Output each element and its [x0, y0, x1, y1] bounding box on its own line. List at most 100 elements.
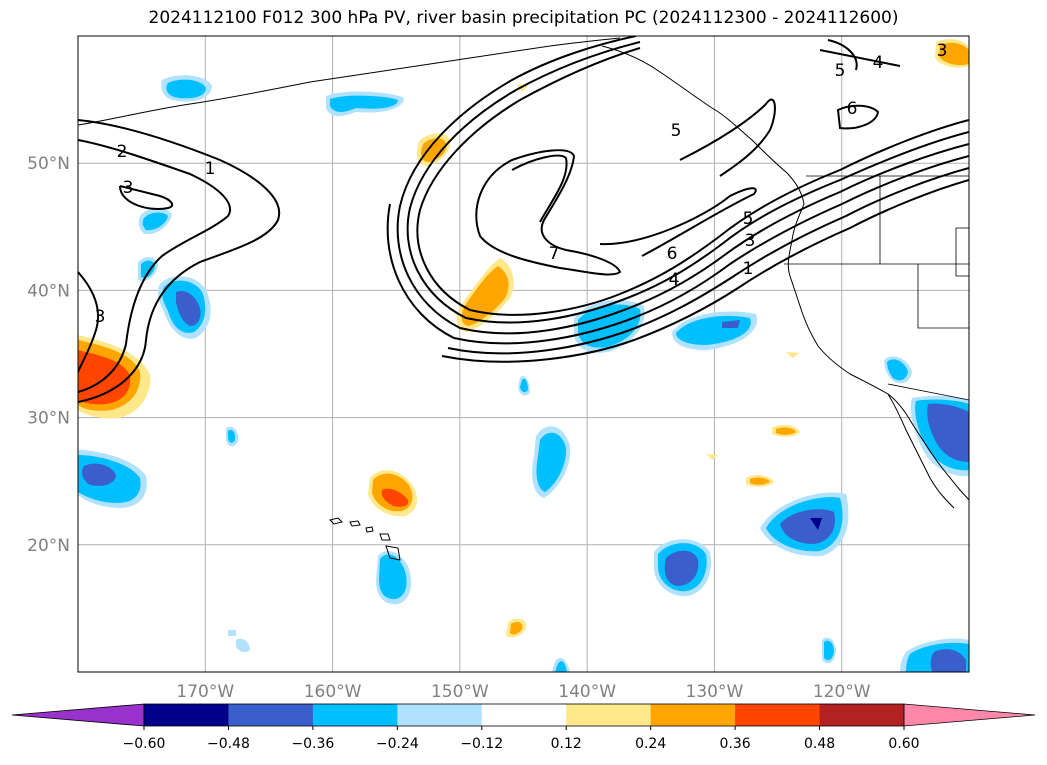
contour-label: 5 — [743, 209, 754, 229]
lon-tick-label: 120°W — [813, 682, 871, 702]
pv-contour — [819, 49, 901, 67]
negative-anomaly-patch — [142, 212, 168, 231]
negative-anomaly-patch — [780, 509, 836, 544]
pv-contour-labels: 1 2 3 3 7 6 4 5 3 1 5 4 6 5 3 — [95, 41, 948, 327]
contour-label: 5 — [835, 61, 846, 81]
pv-contour — [396, 36, 969, 335]
negative-anomaly-patch — [228, 630, 236, 636]
pv-contour — [599, 187, 757, 257]
pv-contour — [406, 41, 969, 324]
lon-tick-label: 160°W — [304, 682, 362, 702]
contour-label: 2 — [117, 142, 128, 162]
colorbar-extend-min — [11, 703, 145, 727]
negative-anomaly-patch — [176, 290, 201, 326]
positive-anomaly-patch — [510, 621, 523, 635]
colorbar-tick-label: −0.60 — [123, 736, 166, 752]
colorbar-tick-label: 0.60 — [888, 736, 919, 752]
negative-anomaly-patch — [141, 260, 155, 278]
contour-label: 5 — [671, 121, 682, 141]
colorbar-frame — [143, 703, 905, 727]
contour-label: 4 — [873, 53, 884, 73]
map-panel — [78, 36, 969, 672]
colorbar-extend-max — [903, 703, 1036, 727]
negative-anomaly-patch — [379, 554, 407, 600]
pv-contour — [447, 167, 969, 355]
pv-contour — [511, 154, 568, 223]
positive-anomaly-patch — [939, 42, 969, 66]
negative-anomaly-patch — [228, 430, 236, 443]
coastline-north-america — [601, 45, 969, 501]
colorbar-segment — [650, 704, 736, 726]
colorbar-segment — [819, 704, 905, 726]
map-title: 2024112100 F012 300 hPa PV, river basin … — [148, 8, 899, 28]
colorbar-tick-label: 0.12 — [551, 736, 582, 752]
lon-tick-label: 140°W — [558, 682, 616, 702]
contour-label: 3 — [937, 41, 948, 61]
map-frame — [77, 35, 970, 673]
negative-anomaly-patch — [927, 403, 969, 462]
negative-anomaly-patch — [330, 95, 398, 112]
negative-anomaly-patch — [930, 649, 966, 672]
pv-contour — [78, 139, 231, 393]
colorbar-tick-label: −0.24 — [376, 736, 419, 752]
pv-contour — [827, 39, 858, 71]
pv-contours — [78, 36, 969, 403]
colorbar-tick-label: 0.24 — [635, 736, 666, 752]
pv-contour — [836, 104, 880, 130]
colorbar-segment — [397, 704, 483, 726]
state-border — [917, 264, 969, 329]
contour-label: 1 — [205, 159, 216, 179]
contour-label: 3 — [95, 307, 106, 327]
positive-anomaly-patch — [750, 477, 770, 485]
coastlines — [78, 37, 969, 561]
latitude-labels: 20°N 30°N 40°N 50°N — [27, 154, 70, 556]
contour-label: 3 — [745, 231, 756, 251]
coastline-baja — [887, 393, 955, 509]
state-border — [955, 227, 969, 277]
contour-label: 6 — [847, 99, 858, 119]
negative-anomaly-patch — [810, 518, 822, 530]
contour-label: 1 — [743, 259, 754, 279]
island — [329, 517, 343, 525]
colorbar-segment — [228, 704, 314, 726]
negative-anomaly-patch — [824, 640, 834, 661]
lon-tick-label: 150°W — [431, 682, 489, 702]
lon-tick-label: 130°W — [686, 682, 744, 702]
negative-anomaly-patch — [520, 378, 528, 393]
pv-contour — [386, 155, 969, 345]
island — [365, 526, 374, 533]
contour-label: 3 — [123, 178, 134, 198]
pv-contour — [119, 185, 174, 210]
negative-anomaly-patch — [555, 661, 567, 672]
colorbar-segment — [735, 704, 821, 726]
colorbar-tick-label: 0.48 — [804, 736, 835, 752]
colorbar-tick-label: −0.12 — [460, 736, 503, 752]
colorbar-segment — [566, 704, 652, 726]
positive-anomaly-patch — [786, 352, 800, 358]
lat-tick-label: 30°N — [27, 409, 70, 429]
pv-contour — [78, 271, 99, 373]
border-us-mexico — [887, 383, 969, 401]
contour-label: 4 — [669, 270, 680, 290]
negative-anomaly-patch — [166, 79, 206, 99]
positive-anomaly-patch — [381, 488, 409, 507]
coastline-alaska — [78, 37, 621, 126]
pv-contour — [475, 149, 622, 276]
pv-contour — [416, 47, 969, 316]
negative-anomaly-patch — [236, 638, 250, 653]
negative-anomaly-patch — [722, 320, 740, 328]
negative-anomaly-patch — [81, 463, 116, 486]
positive-anomaly-patch — [706, 454, 718, 460]
lat-tick-label: 20°N — [27, 536, 70, 556]
colorbar-tick-label: −0.48 — [207, 736, 250, 752]
longitude-labels: 170°W 160°W 150°W 140°W 130°W 120°W — [176, 682, 870, 702]
positive-anomaly-patch — [421, 138, 447, 162]
contour-label: 6 — [667, 244, 678, 264]
lat-tick-label: 40°N — [27, 281, 70, 301]
colorbar-tick-label: −0.36 — [291, 736, 334, 752]
positive-anomaly-patch — [776, 427, 796, 435]
colorbar: −0.60 −0.48 −0.36 −0.24 −0.12 0.12 0.24 0.36 0.4… — [11, 703, 1036, 752]
colorbar-segment — [144, 704, 229, 726]
pv-contour — [441, 179, 969, 363]
